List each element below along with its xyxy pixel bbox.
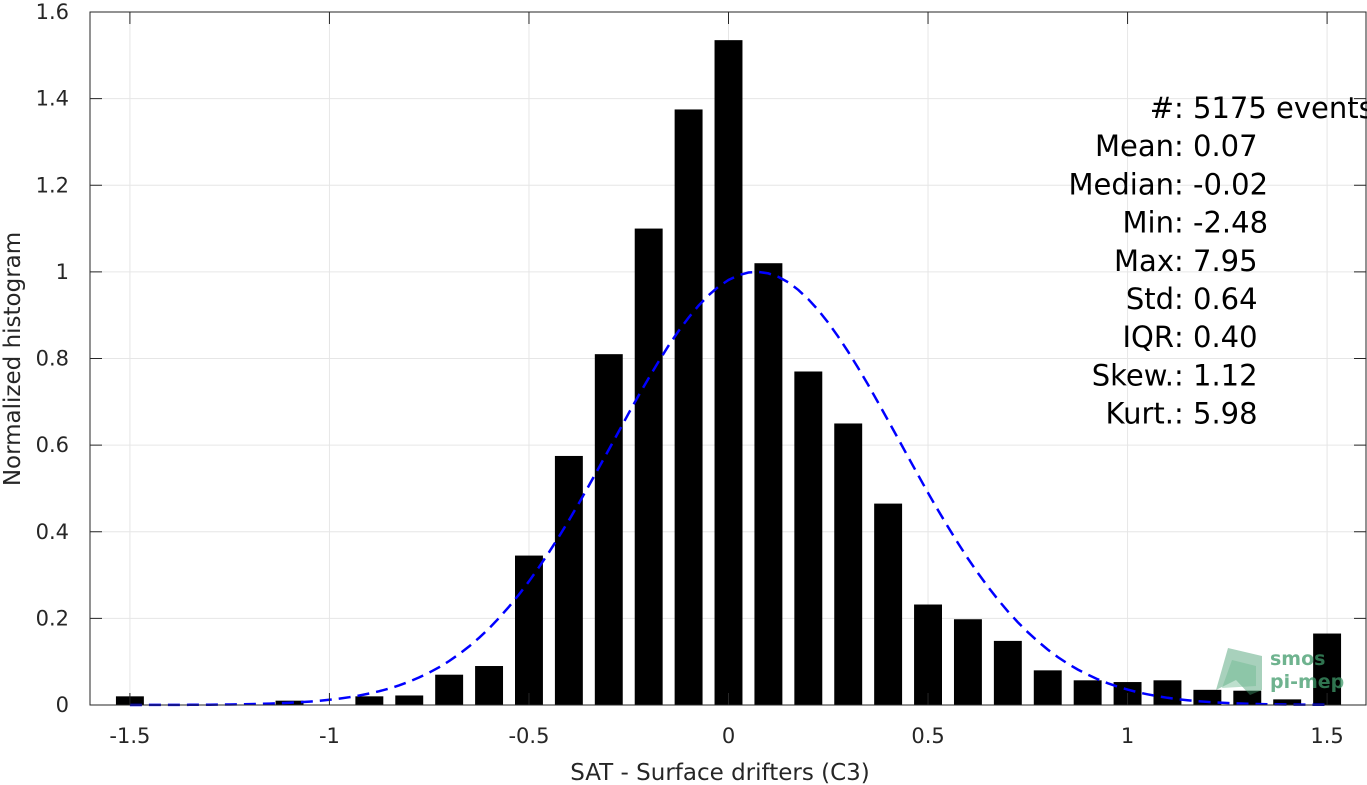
stat-value-6: : 0.40 <box>1174 320 1258 354</box>
stat-value-3: : -2.48 <box>1174 206 1268 240</box>
bar-18 <box>834 423 863 705</box>
stat-key-5: Std <box>1126 282 1174 316</box>
x-tick-label-2: -0.5 <box>508 724 549 748</box>
stat-value-5: : 0.64 <box>1174 282 1258 316</box>
bar-24 <box>1073 680 1102 705</box>
x-tick-label-5: 1 <box>1121 724 1134 748</box>
x-tick-label-1: -1 <box>319 724 340 748</box>
x-tick-label-0: -1.5 <box>109 724 150 748</box>
logo-text-smos: smos <box>1270 648 1325 670</box>
bar-16 <box>754 263 783 705</box>
stat-value-0: : 5175 events <box>1174 91 1367 125</box>
y-tick-label-6: 1.2 <box>36 173 69 197</box>
x-axis-label: SAT - Surface drifters (C3) <box>570 760 870 785</box>
y-tick-label-5: 1 <box>56 260 69 284</box>
bar-20 <box>914 604 942 705</box>
bar-12 <box>594 354 623 705</box>
bar-10 <box>515 555 543 705</box>
bar-17 <box>794 371 823 705</box>
stat-key-6: IQR <box>1122 320 1174 354</box>
y-tick-label-2: 0.4 <box>36 520 69 544</box>
logo-mark-icon <box>1216 648 1262 695</box>
logo-mark-shade-icon <box>1222 660 1256 688</box>
bar-13 <box>634 228 663 705</box>
y-tick-label-4: 0.8 <box>36 347 69 371</box>
stat-key-8: Kurt. <box>1106 397 1174 431</box>
x-tick-label-3: 0 <box>722 724 735 748</box>
y-tick-label-3: 0.6 <box>36 433 69 457</box>
bar-28 <box>1233 690 1262 705</box>
stat-key-0: # <box>1150 91 1174 125</box>
y-tick-label-8: 1.6 <box>36 0 69 24</box>
bar-7 <box>395 695 424 705</box>
stat-key-7: Skew. <box>1092 358 1174 392</box>
bar-22 <box>993 640 1022 705</box>
bar-11 <box>554 455 583 705</box>
stat-key-3: Min <box>1123 206 1174 240</box>
bar-6 <box>355 696 384 705</box>
bar-9 <box>475 666 504 705</box>
stat-value-4: : 7.95 <box>1174 244 1258 278</box>
bar-15 <box>714 40 743 705</box>
bar-26 <box>1153 680 1182 705</box>
y-tick-label-0: 0 <box>56 693 69 717</box>
bars <box>115 40 1342 705</box>
stat-value-8: : 5.98 <box>1174 397 1258 431</box>
stat-key-4: Max <box>1114 244 1174 278</box>
tick-labels: -1.5 -1 -0.5 0 0.5 1 1.5 0 0.2 0.4 0.6 0.8 1 1.2 1.4 1.… <box>36 0 1344 748</box>
smos-pi-mep-logo: smos pi-mep <box>1216 648 1344 695</box>
y-tick-label-7: 1.4 <box>36 87 69 111</box>
bar-29 <box>1273 699 1302 705</box>
bar-19 <box>874 503 903 705</box>
stat-key-1: Mean <box>1095 129 1174 163</box>
x-tick-label-4: 0.5 <box>911 724 944 748</box>
bar-21 <box>953 619 982 705</box>
y-axis-label: Normalized histogram <box>0 232 26 486</box>
y-tick-label-1: 0.2 <box>36 606 69 630</box>
bar-8 <box>435 674 464 705</box>
logo-text-pi-mep: pi-mep <box>1270 671 1344 693</box>
x-tick-label-6: 1.5 <box>1310 724 1343 748</box>
stat-value-7: : 1.12 <box>1174 358 1258 392</box>
stat-key-2: Median <box>1069 167 1174 201</box>
stat-value-1: : 0.07 <box>1174 129 1258 163</box>
bar-23 <box>1033 670 1062 705</box>
bar-14 <box>674 109 703 705</box>
axes <box>89 11 1367 706</box>
stat-value-2: : -0.02 <box>1174 167 1268 201</box>
